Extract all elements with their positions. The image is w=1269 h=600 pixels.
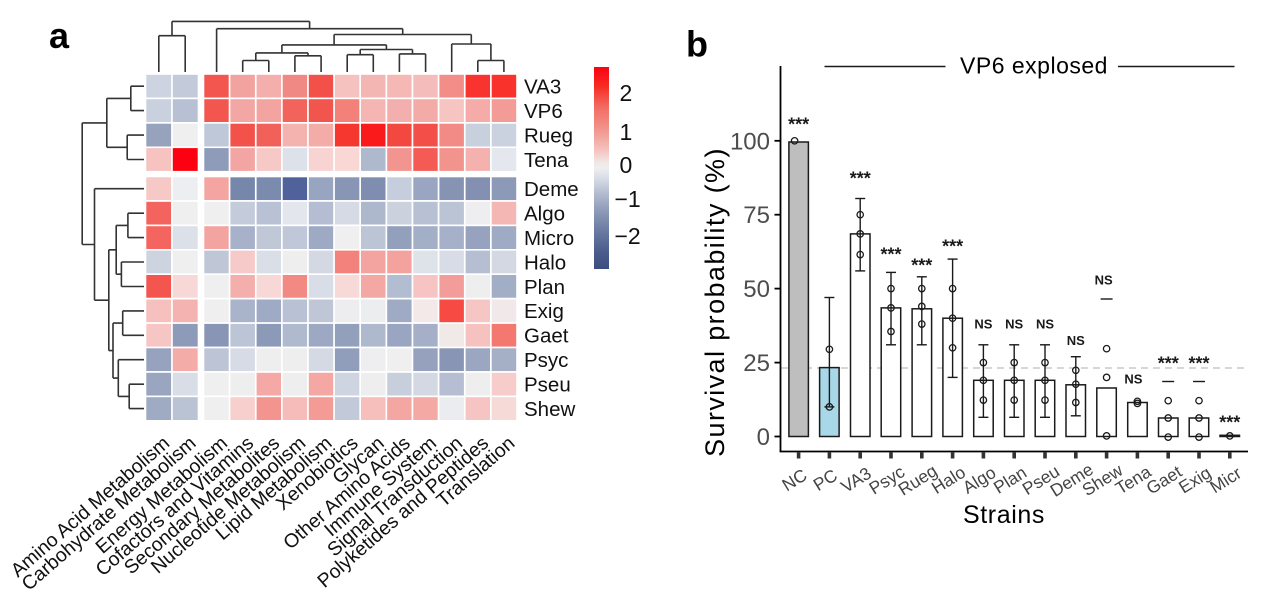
svg-text:NS: NS — [1124, 372, 1142, 387]
svg-text:2: 2 — [620, 80, 633, 106]
svg-text:***: *** — [911, 256, 932, 276]
svg-text:a: a — [49, 15, 70, 56]
svg-text:NS: NS — [1036, 317, 1054, 332]
svg-text:NS: NS — [1067, 333, 1085, 348]
svg-text:0: 0 — [757, 424, 770, 451]
svg-text:Tena: Tena — [524, 149, 569, 172]
svg-text:***: *** — [1219, 413, 1240, 433]
svg-text:Shew: Shew — [524, 398, 575, 421]
svg-text:***: *** — [1188, 354, 1209, 374]
svg-text:0: 0 — [620, 152, 633, 178]
svg-text:Micro: Micro — [524, 227, 574, 250]
svg-text:Survival probability (%): Survival probability (%) — [700, 147, 730, 457]
svg-text:−1: −1 — [615, 186, 641, 212]
svg-text:***: *** — [850, 169, 871, 189]
svg-text:***: *** — [880, 245, 901, 265]
svg-text:Plan: Plan — [524, 276, 565, 299]
svg-text:Strains: Strains — [963, 501, 1045, 529]
svg-text:b: b — [686, 24, 708, 65]
svg-text:25: 25 — [743, 350, 770, 377]
svg-text:Pseu: Pseu — [524, 374, 571, 397]
svg-text:−2: −2 — [615, 223, 641, 249]
svg-text:NS: NS — [1095, 273, 1113, 288]
svg-text:50: 50 — [743, 276, 770, 303]
svg-text:NS: NS — [974, 317, 992, 332]
svg-text:***: *** — [1158, 354, 1179, 374]
svg-text:NS: NS — [1005, 317, 1023, 332]
svg-text:VP6: VP6 — [524, 100, 563, 123]
svg-text:1: 1 — [620, 119, 633, 145]
svg-text:Deme: Deme — [524, 178, 579, 201]
svg-text:VA3: VA3 — [524, 76, 561, 99]
svg-text:***: *** — [788, 115, 809, 135]
svg-text:***: *** — [942, 237, 963, 257]
svg-text:VP6 explosed: VP6 explosed — [960, 53, 1108, 79]
svg-text:Psyc: Psyc — [524, 349, 568, 372]
svg-text:75: 75 — [743, 202, 770, 229]
svg-text:Gaet: Gaet — [524, 325, 569, 348]
svg-text:100: 100 — [730, 128, 770, 155]
svg-text:Halo: Halo — [524, 251, 566, 274]
svg-text:Exig: Exig — [524, 300, 564, 323]
svg-text:Algo: Algo — [524, 203, 565, 226]
svg-text:Rueg: Rueg — [524, 124, 573, 147]
